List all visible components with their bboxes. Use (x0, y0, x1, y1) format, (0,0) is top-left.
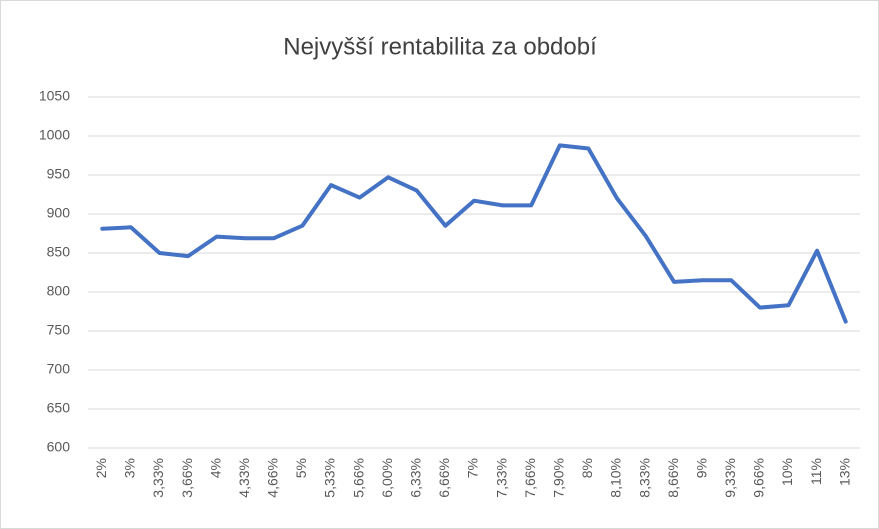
y-tick-label: 1050 (39, 88, 70, 104)
x-tick-label: 7% (465, 458, 481, 478)
x-tick-label: 2% (93, 458, 109, 478)
x-tick-label: 7,66% (522, 458, 538, 498)
line (100, 143, 848, 324)
x-tick-label: 11% (808, 458, 824, 485)
x-tick-label: 8,33% (636, 458, 652, 498)
y-tick-label: 600 (47, 439, 71, 455)
x-tick-label: 5,66% (350, 458, 366, 498)
y-tick-label: 950 (47, 166, 71, 182)
x-tick-label: 3% (122, 458, 138, 478)
x-tick-label: 10% (779, 458, 795, 486)
x-tick-label: 4% (207, 458, 223, 478)
x-tick-label: 8,10% (608, 458, 624, 498)
x-tick-label: 7,90% (550, 458, 566, 498)
x-tick-label: 7,33% (493, 458, 509, 498)
x-tick-label: 9,66% (751, 458, 767, 498)
y-tick-label: 750 (47, 322, 71, 338)
y-tick-label: 850 (47, 244, 71, 260)
x-tick-label: 8% (579, 458, 595, 478)
y-tick-label: 700 (47, 361, 71, 377)
x-tick-label: 4,66% (265, 458, 281, 498)
y-tick-label: 650 (47, 400, 71, 416)
chart-title: Nejvyšší rentabilita za období (283, 33, 597, 60)
x-tick-label: 6,00% (379, 458, 395, 498)
x-tick-label: 9,33% (722, 458, 738, 498)
x-tick-label: 4,33% (236, 458, 252, 498)
x-tick-label: 13% (836, 458, 852, 486)
x-tick-label: 8,66% (665, 458, 681, 498)
x-tick-label: 9% (693, 458, 709, 478)
y-tick-label: 1000 (39, 127, 70, 143)
x-tick-label: 6,33% (408, 458, 424, 498)
y-tick-label: 800 (47, 283, 71, 299)
x-tick-label: 5% (293, 458, 309, 478)
x-tick-label: 3,66% (179, 458, 195, 498)
x-tick-label: 6,66% (436, 458, 452, 498)
x-tick-label: 3,33% (150, 458, 166, 498)
y-tick-label: 900 (47, 205, 71, 221)
x-tick-label: 5,33% (322, 458, 338, 498)
